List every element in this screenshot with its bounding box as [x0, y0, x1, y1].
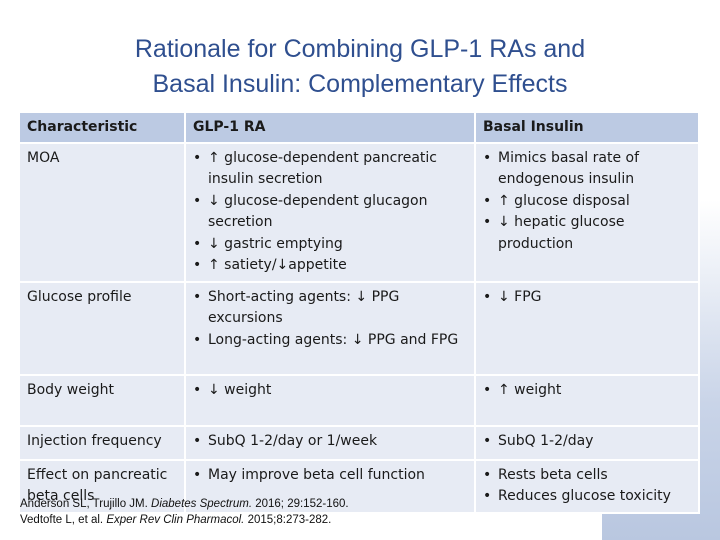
row-label: Injection frequency	[20, 426, 186, 461]
basal-cell: SubQ 1-2/day	[476, 426, 700, 461]
header-basal-insulin: Basal Insulin	[476, 113, 700, 144]
glp1-cell: ↓ weight	[186, 375, 476, 427]
list-item: SubQ 1-2/day or 1/week	[193, 431, 468, 453]
list-item: ↓ FPG	[483, 287, 692, 309]
ref1-journal: Diabetes Spectrum.	[151, 498, 253, 510]
list-item: ↓ gastric emptying	[193, 234, 468, 256]
list-item: SubQ 1-2/day	[483, 431, 692, 453]
ref2-details: 2015;8:273-282.	[244, 514, 332, 526]
header-characteristic: Characteristic	[20, 113, 186, 144]
slide-title-line2: Basal Insulin: Complementary Effects	[152, 70, 568, 98]
list-item: ↓ hepatic glucose production	[483, 212, 692, 255]
basal-cell: Mimics basal rate of endogenous insulin …	[476, 143, 700, 283]
glp1-cell: ↑ glucose-dependent pancreatic insulin s…	[186, 143, 476, 283]
slide-title-line1: Rationale for Combining GLP-1 RAs and	[134, 35, 586, 63]
list-item: ↑ glucose-dependent pancreatic insulin s…	[193, 148, 468, 191]
references: Anderson SL, Trujillo JM. Diabetes Spect…	[20, 496, 349, 528]
list-item: Short-acting agents: ↓ PPG excursions	[193, 287, 468, 330]
basal-cell: ↑ weight	[476, 375, 700, 427]
table-row-body-weight: Body weight ↓ weight ↑ weight	[20, 375, 700, 427]
basal-cell: ↓ FPG	[476, 282, 700, 376]
list-item: ↓ weight	[193, 380, 468, 402]
list-item: ↑ weight	[483, 380, 692, 402]
slide-title: Rationale for Combining GLP-1 RAs and Ba…	[40, 32, 680, 102]
list-item: ↑ satiety/↓appetite	[193, 255, 468, 277]
glp1-cell: Short-acting agents: ↓ PPG excursions Lo…	[186, 282, 476, 376]
list-item: May improve beta cell function	[193, 465, 468, 487]
ref2-journal: Exper Rev Clin Pharmacol.	[106, 514, 245, 526]
ref1-details: 2016; 29:152-160.	[252, 498, 349, 510]
reference-2: Vedtofte L, et al. Exper Rev Clin Pharma…	[20, 512, 349, 528]
basal-cell: Rests beta cells Reduces glucose toxicit…	[476, 460, 700, 514]
row-label: Body weight	[20, 375, 186, 427]
glp1-cell: SubQ 1-2/day or 1/week	[186, 426, 476, 461]
glp1-cell: May improve beta cell function	[186, 460, 476, 514]
list-item: Long-acting agents: ↓ PPG and FPG	[193, 330, 468, 352]
ref1-authors: Anderson SL, Trujillo JM.	[20, 498, 152, 510]
list-item: ↓ glucose-dependent glucagon secretion	[193, 191, 468, 234]
table-row-moa: MOA ↑ glucose-dependent pancreatic insul…	[20, 143, 700, 283]
ref2-authors: Vedtofte L, et al.	[20, 514, 107, 526]
list-item: Rests beta cells	[483, 465, 692, 487]
list-item: Mimics basal rate of endogenous insulin	[483, 148, 692, 191]
reference-1: Anderson SL, Trujillo JM. Diabetes Spect…	[20, 496, 349, 512]
table-row-injection-frequency: Injection frequency SubQ 1-2/day or 1/we…	[20, 426, 700, 461]
comparison-table: Characteristic GLP-1 RA Basal Insulin MO…	[20, 113, 700, 514]
list-item: Reduces glucose toxicity	[483, 486, 692, 508]
row-label: Effect on pancreatic beta cells	[20, 460, 186, 514]
table-header-row: Characteristic GLP-1 RA Basal Insulin	[20, 113, 700, 144]
row-label: MOA	[20, 143, 186, 283]
header-glp1-ra: GLP-1 RA	[186, 113, 476, 144]
row-label: Glucose profile	[20, 282, 186, 376]
table-row-glucose-profile: Glucose profile Short-acting agents: ↓ P…	[20, 282, 700, 376]
list-item: ↑ glucose disposal	[483, 191, 692, 213]
table-row-beta-cells: Effect on pancreatic beta cells May impr…	[20, 460, 700, 514]
